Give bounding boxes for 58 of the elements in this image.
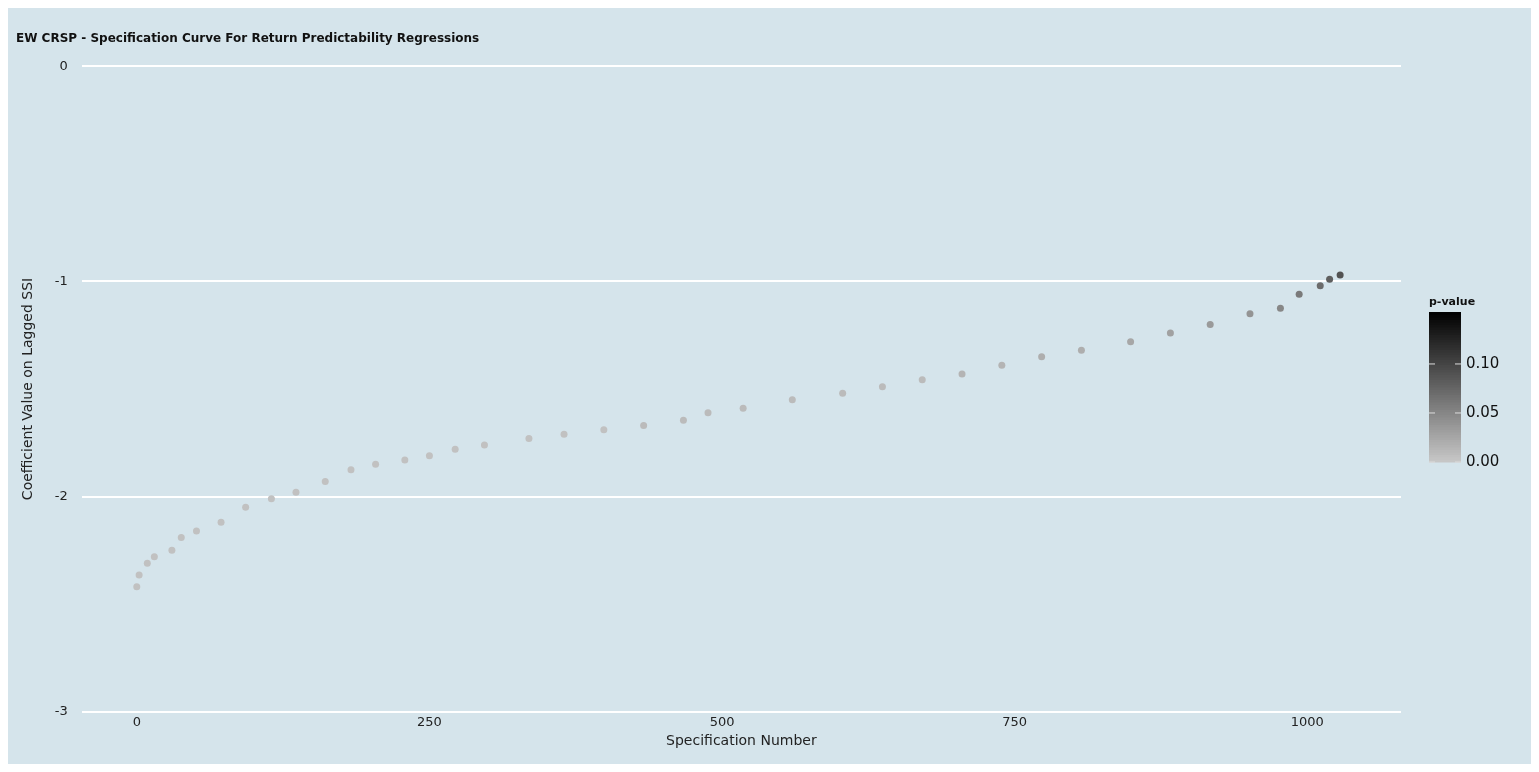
point — [998, 361, 1006, 369]
point — [480, 441, 488, 449]
point — [679, 416, 687, 424]
point — [704, 409, 712, 417]
point — [217, 518, 225, 526]
point — [1316, 282, 1324, 290]
point — [347, 466, 355, 474]
color-bar-title: p-value — [1429, 295, 1476, 309]
point — [451, 445, 459, 453]
point — [1166, 329, 1174, 337]
y-tick-label: -3 — [54, 702, 68, 718]
point — [640, 422, 648, 430]
point — [1206, 320, 1214, 328]
point — [1336, 271, 1344, 279]
y-axis-title: Coefficient Value on Lagged SSI — [19, 277, 36, 501]
x-axis-title: Specification Number — [666, 732, 817, 749]
y-tick-label: -2 — [54, 487, 68, 503]
point — [372, 460, 380, 468]
point — [192, 527, 200, 535]
y-tick-label: -1 — [54, 272, 68, 288]
point — [1326, 275, 1334, 283]
point — [1127, 338, 1135, 346]
point — [1246, 310, 1254, 318]
point — [150, 553, 158, 561]
point — [267, 495, 275, 503]
point — [1077, 346, 1085, 354]
chart-title: EW CRSP - Specification Curve For Return Predictability Regressions — [16, 31, 480, 46]
point — [425, 452, 433, 460]
x-tick-label: 0 — [132, 713, 141, 729]
point — [958, 370, 966, 378]
point — [133, 583, 141, 591]
point — [560, 430, 568, 438]
color-bar-label: 0.00 — [1466, 451, 1500, 470]
point — [600, 426, 608, 434]
point — [401, 456, 409, 464]
point — [1038, 353, 1046, 361]
x-tick-label: 250 — [417, 713, 442, 729]
point — [177, 533, 185, 541]
point — [739, 404, 747, 412]
point — [788, 396, 796, 404]
point — [242, 503, 250, 511]
point — [135, 571, 143, 579]
y-tick-label: 0 — [59, 57, 68, 73]
point — [918, 376, 926, 384]
x-tick-label: 1000 — [1290, 713, 1324, 729]
x-tick-label: 750 — [1002, 713, 1028, 729]
x-tick-label: 500 — [709, 713, 735, 729]
point — [1295, 290, 1303, 298]
point — [525, 434, 533, 442]
color-bar-label: 0.05 — [1466, 402, 1500, 421]
point — [143, 559, 151, 567]
point — [839, 389, 847, 397]
point — [878, 383, 886, 391]
point — [1276, 304, 1284, 312]
color-bar-label: 0.10 — [1466, 353, 1500, 372]
point — [168, 546, 176, 554]
point — [321, 477, 329, 485]
point — [292, 488, 300, 496]
